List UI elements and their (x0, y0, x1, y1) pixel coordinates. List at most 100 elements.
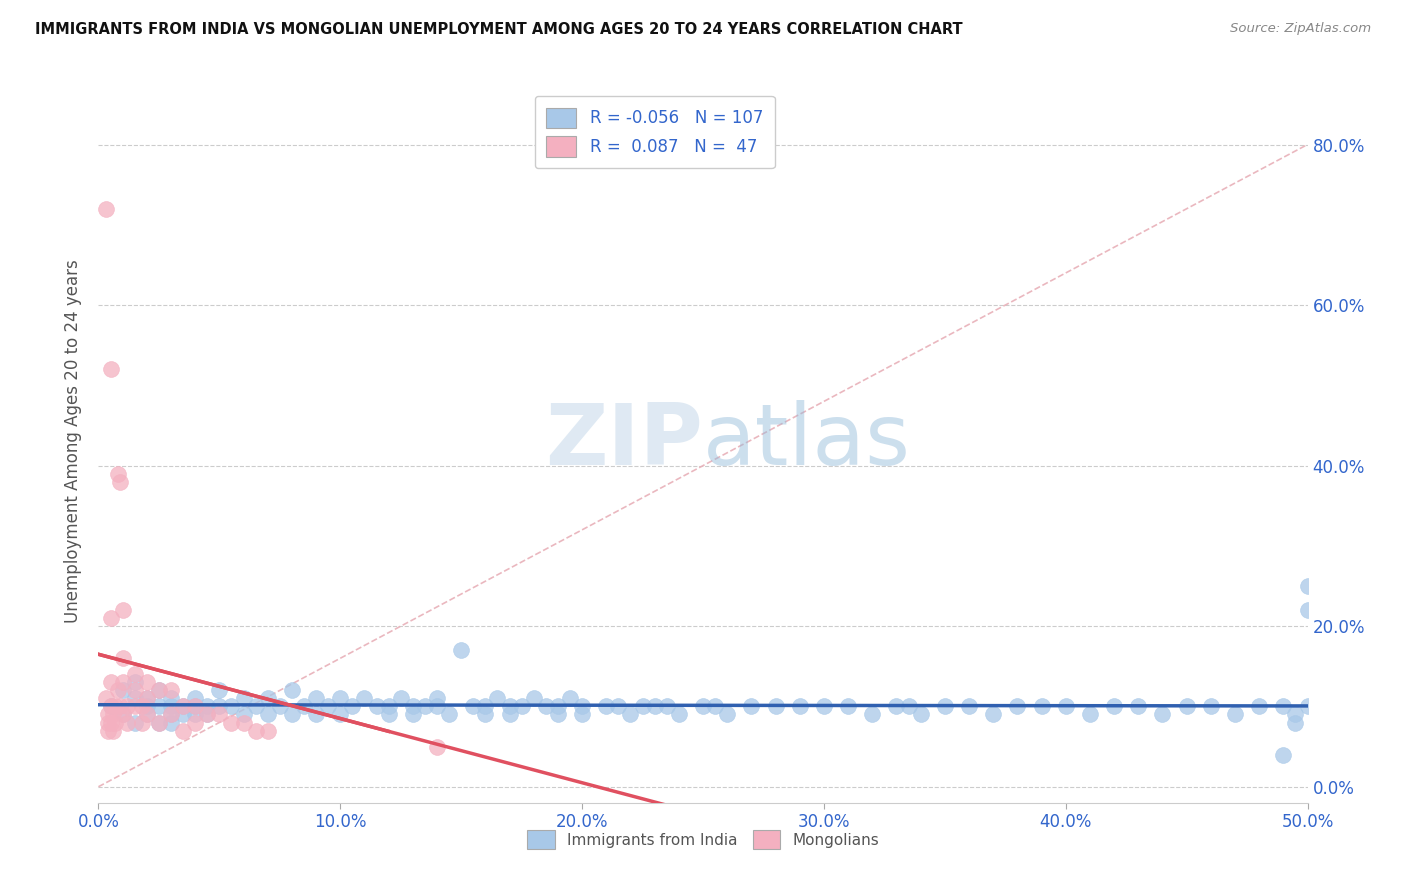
Point (101, 723, 124, 738)
Point (377, 699, 399, 714)
Point (813, 699, 835, 714)
Point (498, 707, 520, 722)
Point (100, 699, 122, 714)
Point (668, 707, 690, 722)
Point (208, 683, 231, 698)
Point (1284, 707, 1306, 722)
Point (437, 707, 460, 722)
Point (245, 699, 267, 714)
Point (208, 699, 231, 714)
Text: ZIP: ZIP (546, 400, 703, 483)
Point (1296, 579, 1319, 593)
Point (897, 699, 920, 714)
Point (221, 715, 243, 730)
Point (172, 723, 194, 738)
Point (281, 707, 304, 722)
Point (256, 707, 278, 722)
Point (124, 667, 146, 681)
Point (571, 707, 593, 722)
Point (571, 699, 593, 714)
Point (131, 715, 153, 730)
Point (1223, 707, 1246, 722)
Point (184, 691, 207, 706)
Point (426, 699, 449, 714)
Point (135, 675, 157, 690)
Point (117, 699, 139, 714)
Point (860, 707, 883, 722)
Point (184, 699, 207, 714)
Point (281, 683, 304, 698)
Point (135, 691, 157, 706)
Point (426, 739, 449, 754)
Point (172, 707, 194, 722)
Point (184, 715, 207, 730)
Point (111, 675, 134, 690)
Point (1296, 603, 1319, 617)
Point (232, 715, 254, 730)
Point (547, 707, 569, 722)
Point (1128, 699, 1150, 714)
Point (353, 691, 375, 706)
Point (765, 699, 787, 714)
Point (1272, 699, 1295, 714)
Point (111, 683, 134, 698)
Point (148, 715, 170, 730)
Point (644, 699, 666, 714)
Point (474, 699, 496, 714)
Point (117, 715, 139, 730)
Point (547, 699, 569, 714)
Point (124, 691, 146, 706)
Point (426, 691, 449, 706)
Point (111, 707, 134, 722)
Point (934, 699, 956, 714)
Point (329, 691, 352, 706)
Point (135, 691, 157, 706)
Point (100, 699, 122, 714)
Point (1175, 699, 1198, 714)
Point (366, 699, 388, 714)
Point (184, 707, 207, 722)
Point (172, 699, 194, 714)
Point (108, 475, 131, 489)
Point (94, 691, 117, 706)
Point (135, 707, 157, 722)
Text: Source: ZipAtlas.com: Source: ZipAtlas.com (1230, 22, 1371, 36)
Point (97, 723, 120, 738)
Point (377, 707, 399, 722)
Point (704, 699, 727, 714)
Point (1102, 699, 1125, 714)
Point (160, 699, 183, 714)
Point (1031, 699, 1053, 714)
Text: IMMIGRANTS FROM INDIA VS MONGOLIAN UNEMPLOYMENT AMONG AGES 20 TO 24 YEARS CORREL: IMMIGRANTS FROM INDIA VS MONGOLIAN UNEMP… (35, 22, 963, 37)
Point (124, 715, 146, 730)
Point (402, 699, 425, 714)
Point (463, 699, 485, 714)
Point (195, 699, 218, 714)
Point (1296, 699, 1319, 714)
Point (124, 699, 146, 714)
Point (607, 699, 630, 714)
Point (716, 707, 738, 722)
Point (305, 691, 328, 706)
Point (160, 707, 183, 722)
Text: atlas: atlas (703, 400, 911, 483)
Point (160, 691, 183, 706)
Point (316, 699, 339, 714)
Point (245, 723, 267, 738)
Point (148, 683, 170, 698)
Point (413, 699, 436, 714)
Point (789, 699, 811, 714)
Point (692, 699, 714, 714)
Point (160, 715, 183, 730)
Point (1054, 699, 1077, 714)
Point (232, 691, 254, 706)
Point (510, 699, 533, 714)
Point (534, 699, 557, 714)
Legend: Immigrants from India, Mongolians: Immigrants from India, Mongolians (519, 822, 887, 856)
Point (981, 707, 1004, 722)
Point (195, 707, 218, 722)
Point (172, 699, 194, 714)
Point (131, 699, 153, 714)
Point (97, 715, 120, 730)
Point (1249, 699, 1271, 714)
